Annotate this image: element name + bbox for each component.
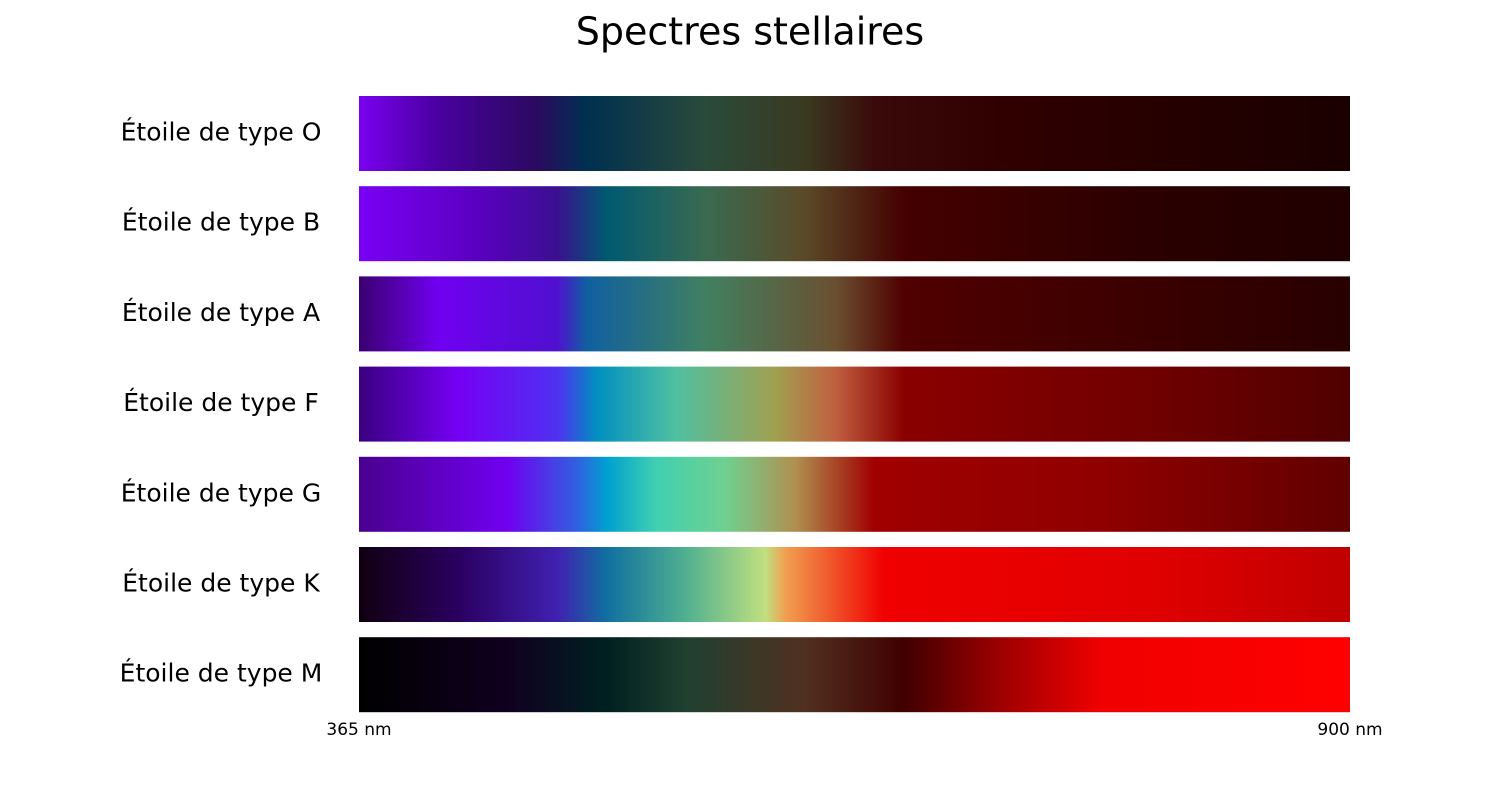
spectrum-band	[359, 547, 1350, 622]
spectrum-band	[359, 276, 1350, 352]
chart-title: Spectres stellaires	[576, 10, 924, 54]
row-label: Étoile de type A	[122, 298, 320, 327]
row-label: Étoile de type F	[123, 388, 318, 417]
x-tick-label: 365 nm	[326, 720, 391, 740]
row-label: Étoile de type G	[121, 478, 321, 507]
spectrum-band	[359, 637, 1350, 713]
row-label: Étoile de type B	[122, 208, 320, 237]
spectrum-band	[359, 366, 1350, 442]
row-label: Étoile de type M	[120, 659, 323, 688]
row-label: Étoile de type O	[121, 118, 322, 147]
row-label: Étoile de type K	[122, 569, 320, 598]
spectrum-band	[359, 456, 1350, 532]
spectrum-band	[359, 186, 1350, 262]
spectrum-band	[359, 96, 1350, 171]
x-tick-label: 900 nm	[1317, 720, 1382, 740]
